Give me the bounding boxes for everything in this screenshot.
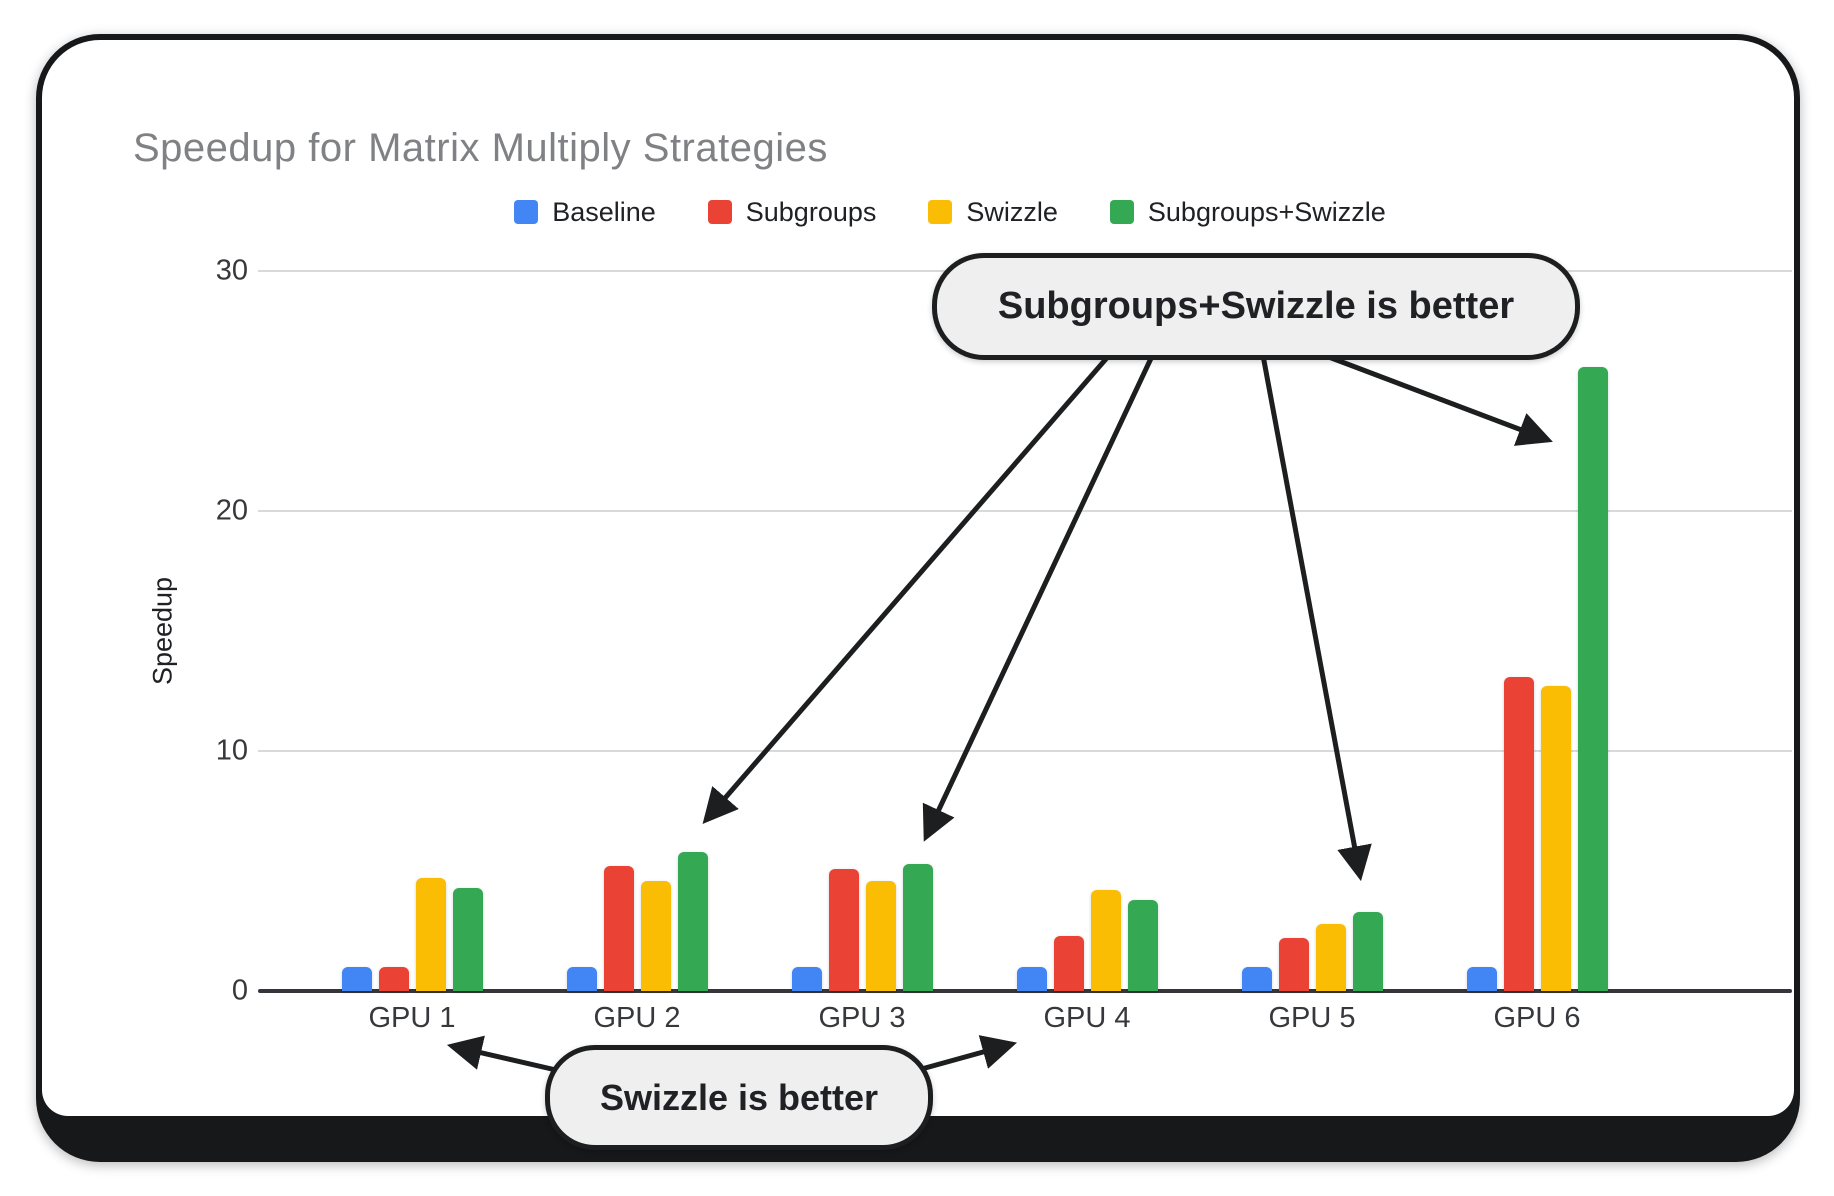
y-tick-label-0: 0 <box>231 974 248 1007</box>
bar-gpu-3-subgroups <box>829 869 859 991</box>
bar-gpu-6-subgroups <box>1504 677 1534 991</box>
legend-label: Subgroups+Swizzle <box>1147 196 1386 227</box>
x-axis-label-gpu-5: GPU 5 <box>1268 1002 1356 1034</box>
bar-gpu-2-subgroups-swizzle <box>678 852 708 991</box>
legend-label: Subgroups <box>745 196 877 227</box>
x-axis-label-gpu-6: GPU 6 <box>1493 1002 1581 1034</box>
callout-subgroups-swizzle-is-better: Subgroups+Swizzle is better <box>932 253 1580 360</box>
legend-swatch-subgroups <box>707 200 732 224</box>
bar-gpu-3-baseline <box>792 967 822 991</box>
bar-gpu-6-baseline <box>1467 967 1497 991</box>
bar-gpu-2-swizzle <box>641 881 671 991</box>
bar-gpu-1-swizzle <box>416 878 446 991</box>
y-tick-label-30: 30 <box>215 254 248 287</box>
bar-gpu-1-subgroups-swizzle <box>453 888 483 991</box>
callout-swizzle-is-better: Swizzle is better <box>545 1045 933 1150</box>
bar-gpu-4-swizzle <box>1091 890 1121 991</box>
x-axis-line <box>258 989 1792 993</box>
y-axis-title: Speedup <box>147 576 178 686</box>
bar-gpu-4-baseline <box>1017 967 1047 991</box>
x-axis-label-gpu-1: GPU 1 <box>368 1002 456 1034</box>
legend: Baseline Subgroups Swizzle Subgroups+Swizzl… <box>150 192 1750 232</box>
y-tick-label-10: 10 <box>215 734 248 767</box>
bar-gpu-5-baseline <box>1242 967 1272 991</box>
bar-gpu-4-subgroups-swizzle <box>1128 900 1158 991</box>
legend-swatch-swizzle <box>928 200 953 224</box>
bar-gpu-6-swizzle <box>1541 686 1571 991</box>
bar-gpu-4-subgroups <box>1054 936 1084 991</box>
bar-gpu-2-subgroups <box>604 866 634 991</box>
legend-label: Swizzle <box>966 196 1058 227</box>
bar-gpu-1-baseline <box>342 967 372 991</box>
bar-gpu-2-baseline <box>567 967 597 991</box>
bar-gpu-5-swizzle <box>1316 924 1346 991</box>
legend-swatch-baseline <box>514 200 539 224</box>
bar-gpu-3-swizzle <box>866 881 896 991</box>
bar-gpu-5-subgroups <box>1279 938 1309 991</box>
chart-title: Speedup for Matrix Multiply Strategies <box>133 126 828 170</box>
legend-item-subgroups: Subgroups <box>707 196 877 228</box>
legend-item-subgroups-swizzle: Subgroups+Swizzle <box>1109 196 1386 228</box>
gridline-20 <box>258 510 1792 512</box>
y-tick-label-20: 20 <box>215 494 248 527</box>
callout-text: Subgroups+Swizzle is better <box>997 285 1515 327</box>
bar-gpu-5-subgroups-swizzle <box>1353 912 1383 991</box>
x-axis-label-gpu-4: GPU 4 <box>1043 1002 1131 1034</box>
bar-gpu-6-subgroups-swizzle <box>1578 367 1608 991</box>
callout-text: Swizzle is better <box>599 1076 879 1118</box>
legend-item-baseline: Baseline <box>514 197 656 228</box>
legend-swatch-subgroups-swizzle <box>1109 200 1134 224</box>
legend-label: Baseline <box>552 196 656 227</box>
bar-gpu-3-subgroups-swizzle <box>903 864 933 991</box>
bar-gpu-1-subgroups <box>379 967 409 991</box>
x-axis-label-gpu-2: GPU 2 <box>593 1002 681 1034</box>
x-axis-label-gpu-3: GPU 3 <box>818 1002 906 1034</box>
legend-item-swizzle: Swizzle <box>928 197 1058 228</box>
